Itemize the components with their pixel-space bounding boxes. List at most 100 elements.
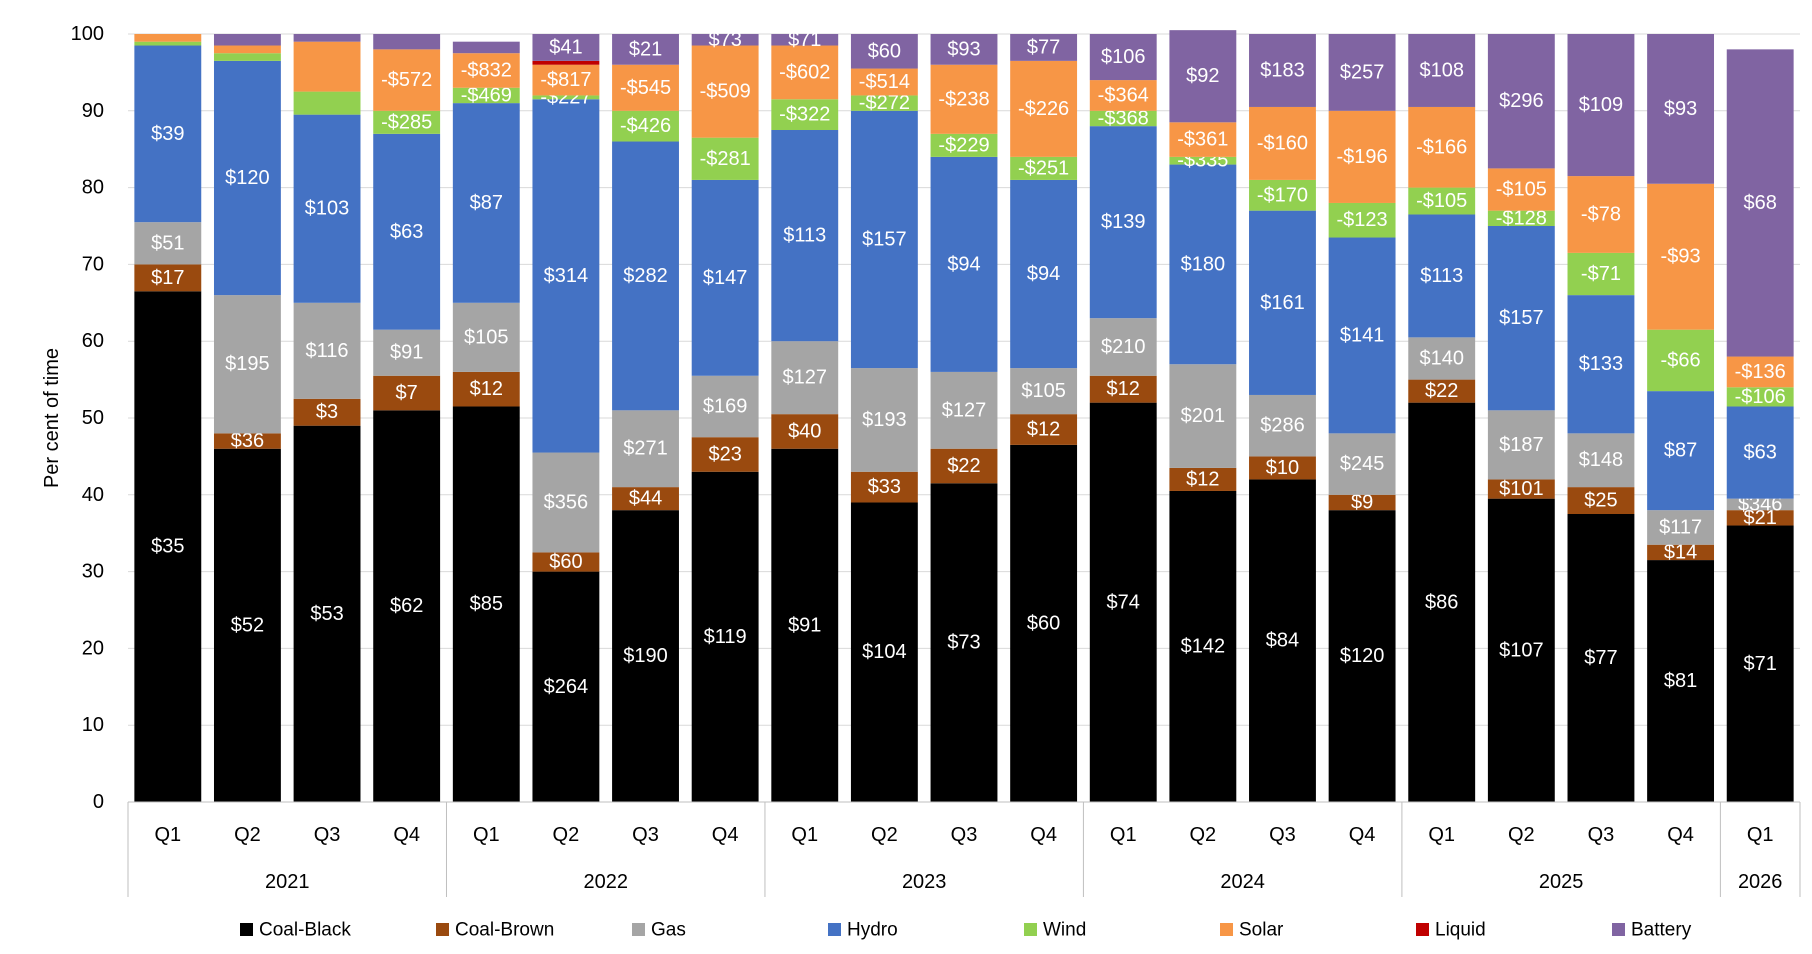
bar-segment-hydro: [612, 141, 679, 411]
bar-segment-coal-black: [1328, 510, 1396, 802]
bar-segment-coal-brown: [771, 414, 839, 449]
data-label-solar: -$136: [1735, 361, 1786, 383]
data-label-coal-black: $107: [1499, 639, 1544, 661]
x-tick-label-year: 2026: [1738, 871, 1783, 893]
bar-segment-gas: [373, 329, 441, 376]
y-tick-label: 80: [82, 177, 104, 199]
bar-segment-wind: [1010, 156, 1078, 180]
bar-segment-wind: [850, 95, 918, 111]
data-label-coal-brown: $10: [1266, 457, 1299, 479]
data-label-coal-black: $71: [1744, 653, 1777, 675]
bars: $35$17$51$39$52$36$195$120$53$3$116$103$…: [134, 29, 1794, 802]
bar-segment-gas: [850, 368, 918, 472]
data-label-solar: -$78: [1581, 203, 1621, 225]
bar-segment-wind: [1089, 110, 1157, 127]
data-label-gas: $193: [862, 409, 907, 431]
data-label-wind: -$285: [381, 111, 432, 133]
bar-segment-solar: [293, 41, 361, 92]
data-label-gas: $245: [1340, 453, 1385, 475]
bar-segment-gas: [612, 410, 679, 488]
data-label-gas: $148: [1579, 449, 1624, 471]
data-label-gas: $201: [1181, 405, 1226, 427]
bar-segment-hydro: [373, 133, 441, 330]
data-label-gas: $116: [306, 340, 349, 362]
data-label-wind: -$128: [1496, 207, 1547, 229]
bar-segment-gas: [1169, 364, 1237, 468]
bar-segment-solar: [213, 45, 281, 54]
bar-segment-coal-brown: [213, 433, 281, 449]
x-tick-label-quarter: Q1: [1110, 824, 1137, 846]
bar-stack-2023-q2: $104 $33 $193 $157 -$272-$514 $60: [850, 34, 918, 802]
bar-stack-2021-q4: $62 $7 $91 $63 -$285 -$572: [373, 34, 441, 802]
data-label-coal-black: $73: [947, 632, 980, 654]
x-tick-label-year: 2021: [265, 871, 310, 893]
data-label-coal-brown: $25: [1584, 490, 1617, 512]
data-label-coal-brown: $7: [396, 382, 418, 404]
bar-segment-coal-brown: [691, 437, 759, 472]
bar-segment-coal-black: [1487, 498, 1555, 802]
data-label-coal-brown: $23: [708, 443, 741, 465]
data-label-hydro: $157: [1499, 307, 1544, 329]
bar-segment-coal-brown: [1089, 375, 1157, 403]
bar-segment-hydro: [293, 114, 361, 303]
x-tick-label-quarter: Q3: [314, 824, 341, 846]
bar-segment-solar: [850, 68, 918, 96]
data-label-coal-black: $142: [1181, 635, 1226, 657]
bar-segment-hydro: [213, 60, 281, 296]
bar-stack-2022-q4: $119 $23 $169 $147 -$281 -$509 $73: [691, 29, 759, 802]
bar-segment-solar: [532, 64, 600, 96]
bar-segment-liquid: [532, 60, 600, 65]
bar-segment-wind: [691, 137, 759, 180]
bar-segment-solar: [1169, 122, 1237, 157]
bar-segment-coal-black: [1647, 560, 1715, 802]
bar-segment-solar: [1726, 356, 1794, 388]
x-tick-label-year: 2022: [583, 871, 628, 893]
x-tick-label-quarter: Q2: [1508, 824, 1535, 846]
bar-segment-hydro: [134, 45, 202, 223]
bar-segment-gas: [1010, 368, 1078, 415]
data-label-solar: -$226: [1018, 98, 1069, 120]
x-tick-label-quarter: Q1: [791, 824, 818, 846]
data-label-gas: $91: [390, 342, 423, 364]
bar-segment-battery: [1089, 34, 1157, 81]
data-label-wind: -$281: [700, 148, 751, 170]
data-label-solar: -$160: [1257, 132, 1308, 154]
data-label-coal-brown: $33: [868, 476, 901, 498]
data-label-battery: $60: [868, 40, 901, 62]
bar-stack-2021-q2: $52 $36 $195 $120: [213, 34, 281, 802]
data-label-gas: $51: [151, 232, 184, 254]
x-tick-label-year: 2023: [902, 871, 947, 893]
bar-segment-wind: [1567, 252, 1635, 296]
data-label-solar: -$105: [1496, 179, 1547, 201]
bar-segment-coal-brown: [612, 487, 679, 511]
bar-segment-battery: [213, 34, 281, 46]
bar-segment-solar: [134, 34, 202, 42]
data-label-battery: $109: [1579, 94, 1624, 116]
bar-segment-hydro: [1328, 237, 1396, 434]
legend-swatch: [240, 923, 253, 936]
legend-item-wind: Wind: [1024, 920, 1086, 941]
data-label-coal-black: $52: [231, 614, 264, 636]
data-label-hydro: $157: [862, 228, 907, 250]
bar-segment-coal-black: [1089, 402, 1157, 802]
data-label-coal-black: $62: [390, 595, 423, 617]
bar-segment-gas: [134, 222, 202, 265]
bar-segment-hydro: [1010, 179, 1078, 369]
bar-segment-gas: [1726, 498, 1794, 511]
bar-segment-battery: [1408, 34, 1476, 107]
data-label-battery: $296: [1499, 90, 1544, 112]
legend-swatch: [632, 923, 645, 936]
bar-segment-gas: [1328, 433, 1396, 495]
bar-segment-hydro: [452, 103, 520, 303]
data-label-wind: -$272: [859, 92, 910, 114]
data-label-wind: -$105: [1416, 190, 1467, 212]
bar-segment-hydro: [1249, 210, 1316, 395]
bar-segment-coal-black: [1169, 490, 1237, 802]
bar-segment-coal-brown: [1567, 487, 1635, 514]
x-tick-label-quarter: Q4: [712, 824, 739, 846]
data-label-coal-black: $84: [1266, 630, 1299, 652]
bar-segment-gas: [1408, 337, 1476, 380]
bar-segment-battery: [1567, 34, 1635, 177]
bar-segment-coal-brown: [930, 448, 998, 484]
bar-stack-2021-q1: $35 $17 $51 $39: [134, 34, 202, 802]
